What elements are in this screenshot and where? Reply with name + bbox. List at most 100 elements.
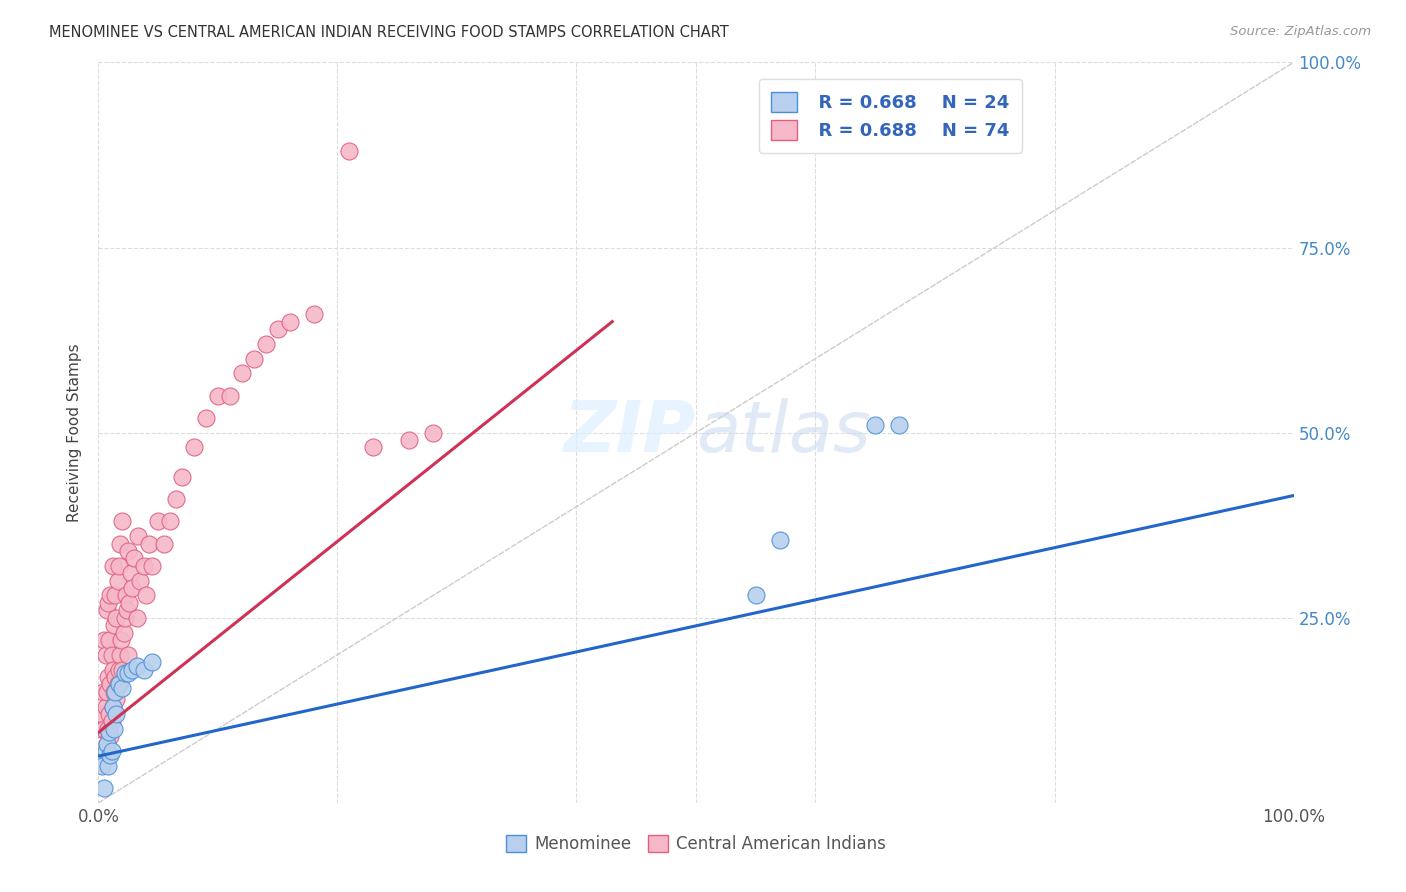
Point xyxy=(195,410,218,425)
Point xyxy=(98,677,122,691)
Point xyxy=(101,699,124,714)
Point xyxy=(231,367,253,381)
Point xyxy=(98,729,122,743)
Point xyxy=(132,558,155,573)
Point xyxy=(254,336,277,351)
Point xyxy=(96,603,118,617)
Point xyxy=(103,685,125,699)
Point xyxy=(112,625,135,640)
Point xyxy=(101,558,124,573)
Point xyxy=(135,589,157,603)
Point xyxy=(121,581,143,595)
Point xyxy=(865,418,887,433)
Point xyxy=(363,441,385,455)
Point xyxy=(91,685,114,699)
Text: atlas: atlas xyxy=(696,398,870,467)
Point xyxy=(165,492,187,507)
Point xyxy=(339,145,361,159)
Point xyxy=(104,670,127,684)
Point xyxy=(98,706,121,721)
Point xyxy=(219,388,242,402)
Point xyxy=(98,632,121,647)
Point xyxy=(101,663,124,677)
Legend: Menominee, Central American Indians: Menominee, Central American Indians xyxy=(498,826,894,861)
Point xyxy=(103,722,125,736)
Point xyxy=(107,558,129,573)
Point xyxy=(97,596,120,610)
Point xyxy=(124,551,146,566)
Point xyxy=(94,699,117,714)
Point xyxy=(159,515,181,529)
Point xyxy=(91,706,114,721)
Point xyxy=(108,648,131,662)
Point xyxy=(148,515,170,529)
Point xyxy=(111,681,134,695)
Y-axis label: Receiving Food Stamps: Receiving Food Stamps xyxy=(67,343,83,522)
Point xyxy=(267,322,290,336)
Point xyxy=(100,744,122,758)
Point xyxy=(118,596,141,610)
Point xyxy=(104,589,127,603)
Point xyxy=(138,536,160,550)
Point xyxy=(422,425,444,440)
Point xyxy=(97,758,120,772)
Point xyxy=(114,610,136,624)
Point xyxy=(105,706,128,721)
Point xyxy=(768,533,790,547)
Point xyxy=(107,677,129,691)
Point xyxy=(114,666,136,681)
Point xyxy=(125,658,148,673)
Point xyxy=(93,722,115,736)
Point xyxy=(117,648,139,662)
Text: MENOMINEE VS CENTRAL AMERICAN INDIAN RECEIVING FOOD STAMPS CORRELATION CHART: MENOMINEE VS CENTRAL AMERICAN INDIAN REC… xyxy=(49,25,728,40)
Point xyxy=(94,648,117,662)
Point xyxy=(172,470,194,484)
Point xyxy=(110,632,132,647)
Point xyxy=(302,307,325,321)
Point xyxy=(398,433,420,447)
Point xyxy=(96,737,118,751)
Point xyxy=(101,699,124,714)
Point xyxy=(115,603,138,617)
Point xyxy=(104,685,127,699)
Point xyxy=(97,722,120,736)
Point xyxy=(125,610,148,624)
Point xyxy=(91,758,114,772)
Point xyxy=(107,677,129,691)
Point xyxy=(117,544,139,558)
Text: ZIP: ZIP xyxy=(564,398,696,467)
Point xyxy=(93,632,115,647)
Point xyxy=(98,725,121,739)
Point xyxy=(141,558,163,573)
Point xyxy=(90,722,112,736)
Point xyxy=(98,589,122,603)
Point xyxy=(96,685,118,699)
Point xyxy=(117,666,139,681)
Point xyxy=(183,441,205,455)
Point xyxy=(121,663,143,677)
Point xyxy=(115,589,138,603)
Point xyxy=(107,663,129,677)
Point xyxy=(105,692,128,706)
Point xyxy=(141,655,163,669)
Point xyxy=(111,515,134,529)
Point xyxy=(97,670,120,684)
Point xyxy=(207,388,229,402)
Point xyxy=(98,747,122,762)
Point xyxy=(132,663,155,677)
Point xyxy=(120,566,142,581)
Point xyxy=(96,737,118,751)
Point xyxy=(103,618,125,632)
Point xyxy=(243,351,266,366)
Point xyxy=(105,610,128,624)
Point xyxy=(889,418,911,433)
Point xyxy=(107,574,129,588)
Point xyxy=(93,780,115,795)
Point xyxy=(153,536,176,550)
Point xyxy=(108,536,131,550)
Point xyxy=(100,714,122,729)
Point xyxy=(94,744,117,758)
Point xyxy=(127,529,149,543)
Point xyxy=(100,648,122,662)
Point xyxy=(129,574,152,588)
